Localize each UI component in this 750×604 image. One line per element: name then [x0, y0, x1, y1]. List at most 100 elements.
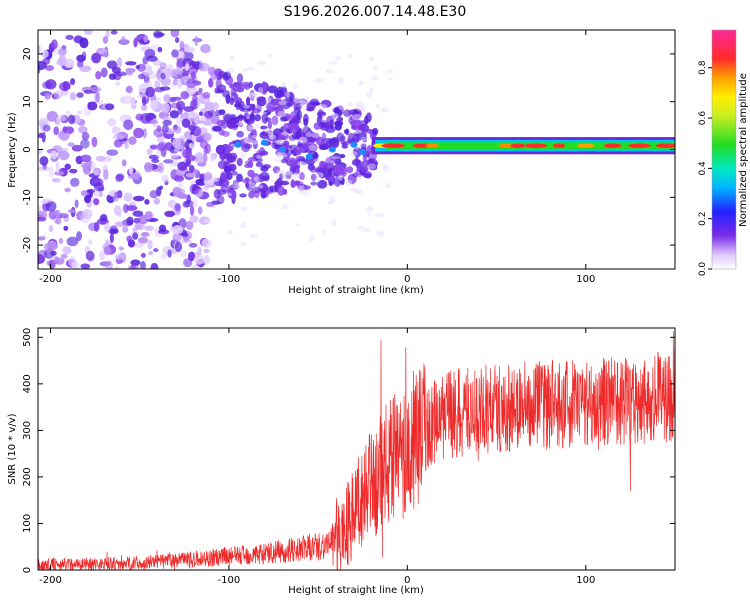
spectrogram-cell [298, 136, 308, 144]
spectrogram-cell [365, 206, 374, 212]
spectrogram-cell [267, 85, 278, 94]
spectrogram-cell [253, 176, 260, 182]
spectrogram-cell [248, 190, 255, 199]
spectrogram-cell [258, 184, 264, 189]
spectrogram-cell [174, 203, 181, 211]
colorbar-tick-label: 0.2 [698, 212, 708, 226]
spectrogram-cell [156, 143, 167, 152]
spectrogram-cell [174, 37, 180, 44]
spectrogram-cell [228, 55, 236, 61]
spectrogram-cell [123, 119, 134, 131]
spectrogram-cell [383, 164, 389, 168]
spectrogram-cell [295, 222, 300, 227]
spectrogram-xtick-label: 100 [576, 274, 595, 285]
spectrogram-cell [229, 83, 235, 89]
spectrogram-cell [43, 248, 55, 259]
spectrogram-cell [242, 67, 248, 72]
snr-ytick-label: 400 [22, 374, 33, 393]
colorbar-tick-label: 0.4 [698, 161, 708, 176]
spectrogram-cell [115, 173, 125, 181]
spectrogram-cell [93, 169, 100, 176]
spectrogram-cell [188, 242, 198, 248]
spectrogram-cell [103, 245, 112, 256]
spectrogram-cell [223, 152, 233, 160]
spectrogram-cell [169, 152, 179, 159]
spectrogram-cell [255, 161, 264, 168]
snr-xlabel: Height of straight line (km) [288, 585, 424, 596]
spectrogram-cell [358, 124, 366, 132]
spectrogram-cell [305, 153, 313, 160]
spectrogram-cell [282, 203, 289, 210]
spectrogram-cell [144, 225, 154, 231]
spectrogram-cell [176, 188, 186, 195]
spectrogram-cell [331, 113, 339, 120]
spectrogram-cell [366, 91, 372, 99]
spectrogram-cell [245, 114, 251, 120]
spectrogram-cell [361, 228, 372, 233]
spectrogram-cell [310, 132, 320, 139]
spectrogram-cell [146, 148, 153, 156]
spectrogram-cell [360, 105, 367, 112]
spectrogram-cell [114, 191, 119, 199]
spectrogram-cell [343, 129, 349, 134]
spectrogram-cell [192, 95, 198, 102]
spectrogram-cell [232, 97, 243, 103]
spectrogram-cell [172, 232, 182, 243]
spectrogram-cell [308, 235, 316, 242]
spectrogram-cell [99, 250, 106, 261]
spectrogram-cell [280, 116, 288, 122]
spectrogram-cell [122, 226, 129, 233]
spectrogram-cell [42, 124, 51, 132]
spectrogram-cell [256, 154, 263, 160]
spectrogram-cell [271, 115, 279, 126]
spectrogram-cell [302, 96, 311, 100]
spectrogram-cell [239, 193, 247, 198]
spectrogram-cell [170, 30, 180, 38]
spectrogram-cell [322, 137, 333, 145]
ridge-hotspot [576, 143, 595, 148]
spectrogram-cell [251, 103, 256, 112]
spectrogram-cell [63, 80, 71, 90]
snr-xtick-label: 0 [404, 575, 410, 586]
spectrogram-cell [161, 116, 171, 121]
spectrogram-cell [172, 137, 182, 149]
spectrogram-cell [292, 83, 298, 90]
spectrogram-cell [145, 86, 156, 98]
spectrogram-cell [95, 155, 106, 162]
spectrogram-cell [328, 167, 333, 177]
colorbar-tick-label: 0.6 [698, 111, 708, 126]
spectrogram-cell [128, 166, 134, 175]
spectrogram-cell [103, 169, 109, 181]
spectrogram-cell [48, 166, 54, 178]
spectrogram-cell [87, 101, 92, 110]
spectrogram-cell [202, 132, 212, 141]
spectrogram-cell [202, 218, 211, 223]
spectrogram-cell [214, 109, 222, 117]
spectrogram-cell [229, 97, 235, 106]
spectrogram-cell [186, 78, 197, 89]
spectrogram-cell [183, 46, 196, 53]
spectrogram-cell [80, 154, 92, 163]
spectrogram-cell [216, 89, 224, 94]
spectrogram-cell [216, 195, 225, 205]
spectrogram-cell [163, 159, 174, 164]
spectrogram-cell [388, 77, 393, 81]
spectrogram-cell [114, 81, 121, 86]
spectrogram-cell [172, 78, 179, 86]
spectrogram-cell [203, 255, 210, 266]
spectrogram-cell [93, 190, 102, 197]
spectrogram-cell [331, 219, 337, 227]
spectrogram-cell [374, 213, 385, 218]
spectrogram-cell [160, 253, 168, 259]
spectrogram-cell [140, 104, 148, 112]
spectrogram-cell [355, 159, 363, 170]
spectrogram-cell [251, 139, 259, 145]
spectrogram-cell [236, 157, 243, 167]
spectrogram-cell [202, 91, 211, 99]
spectrogram-cell [336, 166, 346, 176]
colorbar-tick-label: 0.0 [698, 262, 708, 277]
spectrogram-cell [234, 141, 242, 148]
spectrogram-cell [170, 96, 182, 101]
spectrogram-cell [328, 61, 338, 65]
spectrogram-cell [157, 46, 163, 53]
